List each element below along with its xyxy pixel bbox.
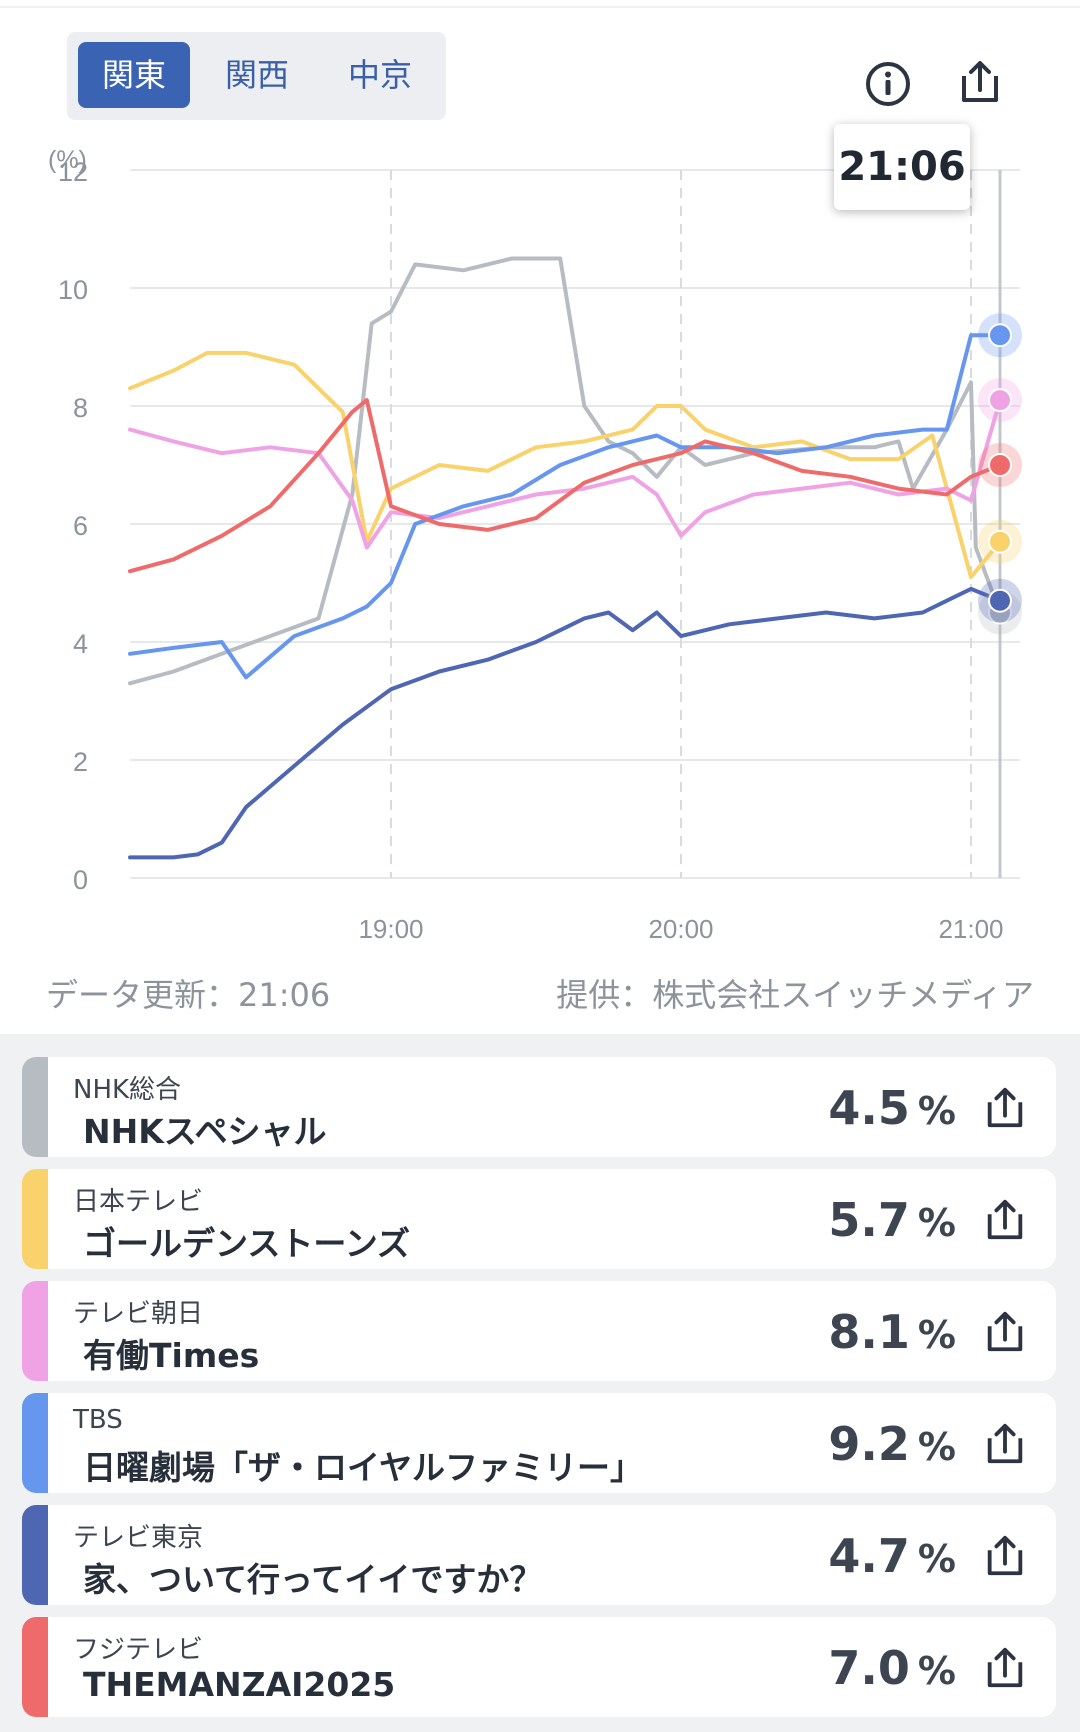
channel-color-bar bbox=[22, 1505, 48, 1605]
series-line bbox=[128, 350, 1002, 580]
tab-chukyo[interactable]: 中京 bbox=[347, 56, 412, 94]
rating-value: 4.5% bbox=[828, 1081, 956, 1135]
share-icon[interactable] bbox=[982, 1533, 1028, 1583]
y-tick-label: 10 bbox=[58, 275, 88, 305]
y-axis-label: (%) bbox=[48, 146, 87, 174]
series-line bbox=[128, 398, 1002, 550]
chart-svg: 0 2 4 6 8 10 12(%) 19:00 20:00 21:00 bbox=[48, 146, 1022, 944]
channel-color-bar bbox=[22, 1057, 48, 1157]
series-marker bbox=[988, 388, 1012, 413]
rating-value: 7.0% bbox=[828, 1641, 956, 1695]
share-icon[interactable] bbox=[982, 1645, 1028, 1695]
channel-name: テレビ東京 bbox=[73, 1523, 204, 1553]
channel-card[interactable]: NHK総合 NHKスペシャル 4.5% bbox=[22, 1057, 1056, 1157]
y-tick-label: 4 bbox=[73, 629, 88, 659]
x-tick-label: 21:00 bbox=[938, 914, 1003, 944]
y-tick-label: 12 bbox=[58, 157, 88, 187]
share-icon[interactable] bbox=[982, 1085, 1028, 1135]
y-tick-label: 0 bbox=[73, 865, 88, 895]
channel-card[interactable]: フジテレビ THEMANZAI2025 7.0% bbox=[22, 1617, 1056, 1717]
x-tick-label: 19:00 bbox=[358, 914, 423, 944]
series-marker bbox=[988, 453, 1012, 477]
time-tooltip: 21:06 bbox=[834, 124, 970, 210]
share-icon[interactable] bbox=[956, 58, 1004, 106]
channel-name: フジテレビ bbox=[73, 1635, 204, 1665]
rating-value: 9.2% bbox=[828, 1417, 956, 1471]
channel-color-bar bbox=[22, 1281, 48, 1381]
series-marker bbox=[988, 323, 1012, 348]
y-tick-label: 2 bbox=[73, 747, 88, 777]
share-icon[interactable] bbox=[982, 1309, 1028, 1359]
rating-value: 4.7% bbox=[828, 1529, 956, 1583]
y-tick-label: 6 bbox=[73, 511, 88, 541]
program-title: NHKスペシャル bbox=[83, 1112, 327, 1151]
tab-kanto[interactable]: 関東 bbox=[78, 42, 190, 108]
channel-card[interactable]: 日本テレビ ゴールデンストーンズ 5.7% bbox=[22, 1169, 1056, 1269]
top-divider bbox=[0, 6, 1080, 8]
channel-name: テレビ朝日 bbox=[73, 1299, 204, 1329]
channel-list: NHK総合 NHKスペシャル 4.5% 日本テレビ ゴールデンストーンズ 5.7… bbox=[0, 1034, 1080, 1732]
channel-color-bar bbox=[22, 1169, 48, 1269]
rating-value: 5.7% bbox=[828, 1193, 956, 1247]
program-title: 日曜劇場「ザ・ロイヤルファミリー」 bbox=[83, 1448, 644, 1487]
rating-value: 8.1% bbox=[828, 1305, 956, 1359]
rating-chart[interactable]: 0 2 4 6 8 10 12 (%) 19:00 20:00 21:00 bbox=[0, 130, 1080, 980]
series-line bbox=[128, 586, 1002, 860]
info-icon[interactable] bbox=[864, 60, 912, 108]
channel-name: TBS bbox=[73, 1405, 123, 1435]
channel-name: 日本テレビ bbox=[73, 1187, 204, 1217]
y-tick-label: 8 bbox=[73, 393, 88, 423]
share-icon[interactable] bbox=[982, 1421, 1028, 1471]
program-title: 家、ついて行ってイイですか？ bbox=[83, 1560, 543, 1599]
channel-color-bar bbox=[22, 1617, 48, 1717]
channel-card[interactable]: テレビ朝日 有働Times 8.1% bbox=[22, 1281, 1056, 1381]
channel-color-bar bbox=[22, 1393, 48, 1493]
tab-kansai[interactable]: 関西 bbox=[224, 56, 289, 94]
channel-card[interactable]: テレビ東京 家、ついて行ってイイですか？ 4.7% bbox=[22, 1505, 1056, 1605]
series-line bbox=[128, 398, 1002, 574]
program-title: 有働Times bbox=[83, 1336, 260, 1375]
series-line bbox=[128, 256, 1002, 686]
program-title: THEMANZAI2025 bbox=[83, 1665, 396, 1704]
update-time: データ更新：21:06 bbox=[46, 976, 331, 1014]
x-tick-label: 20:00 bbox=[648, 914, 713, 944]
region-tabs: 関東 関西 中京 bbox=[67, 32, 446, 120]
channel-name: NHK総合 bbox=[73, 1075, 182, 1105]
data-provider: 提供：株式会社スイッチメディア bbox=[556, 976, 1034, 1014]
share-icon[interactable] bbox=[982, 1197, 1028, 1247]
series-marker bbox=[988, 529, 1012, 554]
channel-card[interactable]: TBS 日曜劇場「ザ・ロイヤルファミリー」 9.2% bbox=[22, 1393, 1056, 1493]
series-marker bbox=[988, 588, 1012, 613]
program-title: ゴールデンストーンズ bbox=[83, 1224, 411, 1263]
series-line bbox=[128, 333, 1002, 680]
